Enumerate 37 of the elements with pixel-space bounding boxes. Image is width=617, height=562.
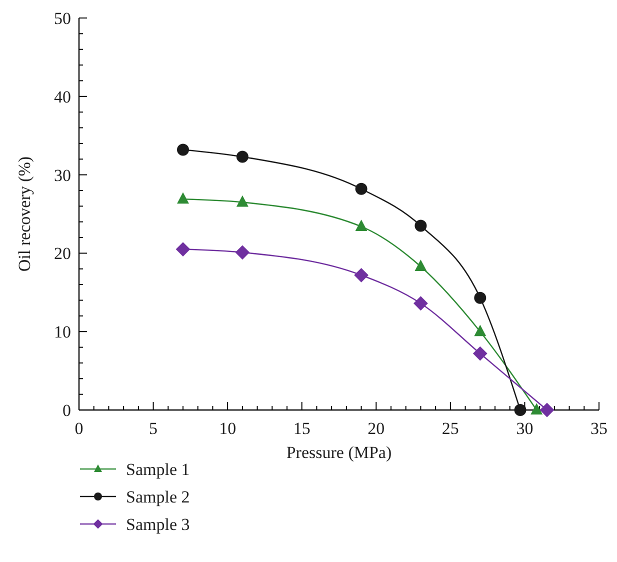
point [514,404,526,416]
x-tick-label: 15 [293,419,310,438]
point [414,220,427,232]
legend-label: Sample 1 [126,460,190,479]
point [177,144,189,156]
x-tick-label: 30 [516,419,534,438]
x-tick-label: 10 [219,419,236,438]
point [236,150,248,163]
point [354,268,368,282]
point [355,220,368,232]
point [176,242,190,256]
x-tick-label: 0 [74,419,84,438]
y-axis-title: Oil recovery (%) [15,156,34,272]
y-tick-label: 10 [54,322,71,342]
x-tick-label: 35 [590,419,608,438]
point [474,292,486,304]
point [355,182,368,195]
y-tick-label: 0 [62,400,71,420]
y-tick-label: 30 [54,166,71,185]
point [236,195,248,207]
point [530,403,543,414]
legend-label: Sample 3 [126,514,190,534]
legend-label: Sample 2 [126,487,190,506]
y-tick-label: 20 [54,244,71,264]
point [414,296,428,311]
x-tick-label: 20 [368,419,385,438]
x-tick-label: 5 [149,419,158,438]
y-tick-label: 40 [54,87,71,106]
point [177,192,189,204]
point [540,402,554,418]
x-tick-label: 25 [442,419,459,438]
point [414,260,427,272]
x-axis-title: Pressure (MPa) [286,443,392,462]
point [235,245,250,260]
point [472,346,488,361]
y-tick-label: 50 [54,8,71,28]
point [474,324,486,336]
